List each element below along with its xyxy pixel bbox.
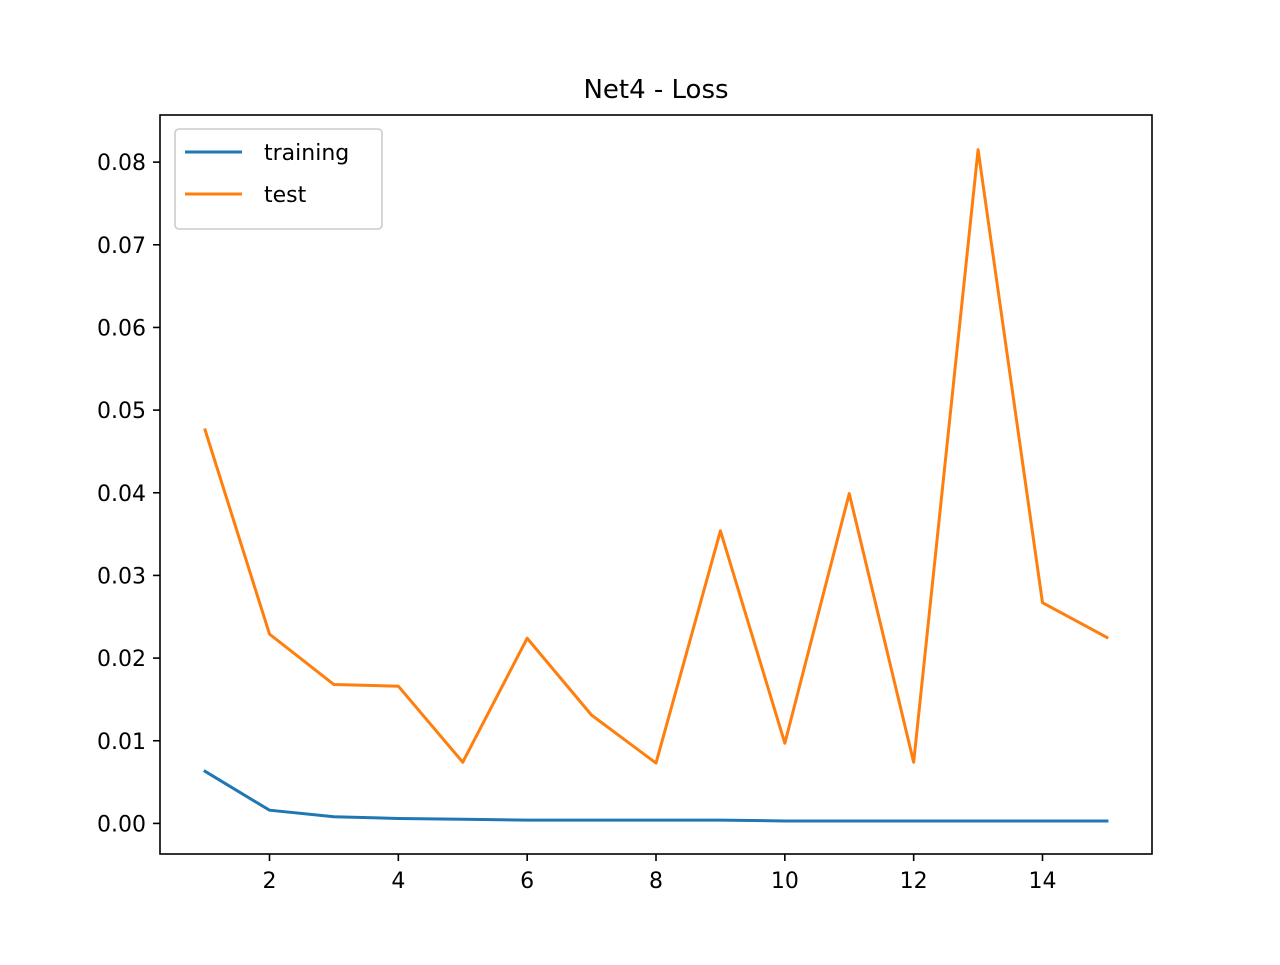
y-tick-label: 0.08 <box>97 151 146 176</box>
legend-label-test: test <box>264 183 307 208</box>
x-tick-label: 12 <box>900 869 928 894</box>
series-line-test <box>203 148 1109 765</box>
y-tick-label: 0.07 <box>97 234 146 259</box>
x-tick-label: 10 <box>771 869 799 894</box>
legend-label-training: training <box>264 141 349 166</box>
legend-box <box>174 128 383 230</box>
y-tick-label: 0.03 <box>97 564 146 589</box>
x-tick-label: 4 <box>391 869 405 894</box>
y-tick-label: 0.06 <box>97 316 146 341</box>
x-tick-label: 2 <box>263 869 277 894</box>
series-line-training <box>203 769 1109 823</box>
y-tick-label: 0.00 <box>97 812 146 837</box>
y-tick-label: 0.01 <box>97 730 146 755</box>
y-tick-label: 0.04 <box>97 482 146 507</box>
chart-title: Net4 - Loss <box>583 75 728 105</box>
axes: 2 4 6 8 10 12 14 0.00 0.01 0.02 0.03 0.04 0.05 0.06 0.… <box>97 114 1153 894</box>
plot-area <box>203 148 1109 823</box>
legend: training test <box>174 128 383 230</box>
x-tick-label: 6 <box>520 869 534 894</box>
y-tick-label: 0.05 <box>97 399 146 424</box>
y-tick-label: 0.02 <box>97 647 146 672</box>
x-tick-label: 14 <box>1028 869 1056 894</box>
x-tick-label: 8 <box>649 869 663 894</box>
